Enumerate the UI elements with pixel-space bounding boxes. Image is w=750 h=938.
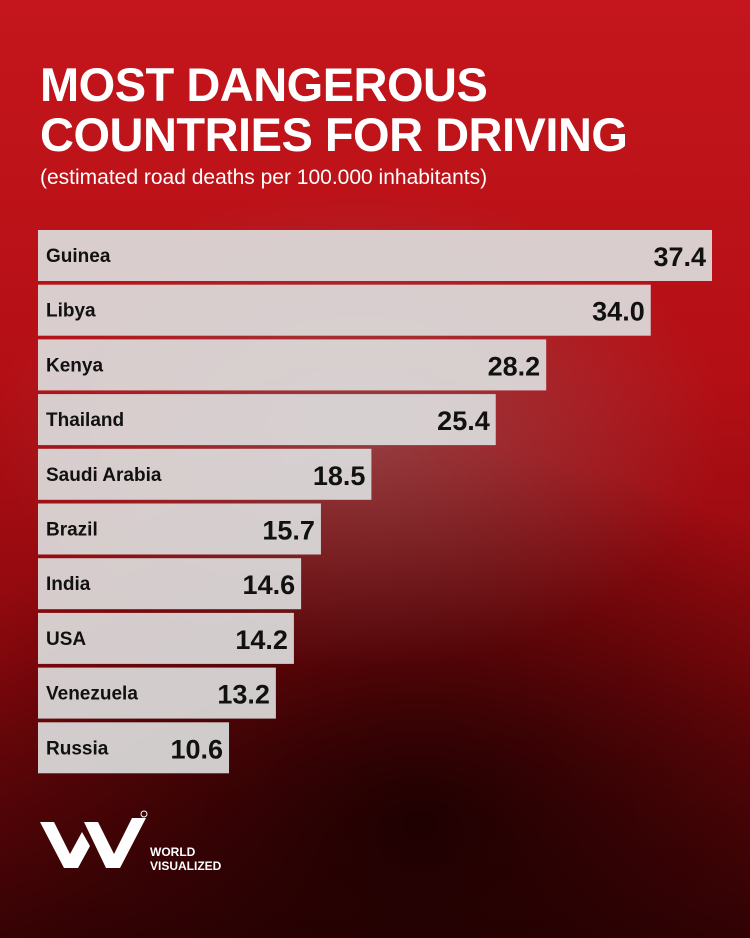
- category-label: Thailand: [46, 410, 124, 431]
- bar: [38, 558, 302, 610]
- category-label: India: [46, 574, 91, 595]
- brand-name: WORLD VISUALIZED: [150, 845, 221, 873]
- category-label: Venezuela: [46, 684, 138, 705]
- value-label: 34.0: [592, 297, 645, 327]
- world-visualized-logo-icon: [40, 810, 148, 868]
- category-label: Russia: [46, 738, 109, 759]
- bar: [38, 667, 276, 719]
- category-label: Brazil: [46, 520, 98, 541]
- value-label: 37.4: [653, 242, 706, 272]
- bar: [38, 284, 651, 336]
- category-label: Libya: [46, 301, 96, 322]
- value-label: 15.7: [262, 516, 315, 546]
- brand-line-1: WORLD: [150, 845, 196, 859]
- value-label: 10.6: [170, 734, 223, 764]
- bar: [38, 230, 712, 281]
- chart-title: MOST DANGEROUS COUNTRIES FOR DRIVING: [40, 58, 628, 161]
- value-label: 14.2: [235, 625, 288, 655]
- category-label: USA: [46, 629, 86, 650]
- bar: [38, 722, 230, 774]
- value-label: 18.5: [313, 461, 366, 491]
- bar: [38, 339, 547, 391]
- bar: [38, 394, 496, 446]
- category-label: Saudi Arabia: [46, 465, 162, 486]
- category-label: Guinea: [46, 246, 111, 267]
- value-label: 28.2: [488, 351, 541, 381]
- brand-line-2: VISUALIZED: [150, 859, 222, 873]
- category-label: Kenya: [46, 355, 103, 376]
- bar: [38, 448, 372, 500]
- bar: [38, 503, 321, 555]
- value-label: 25.4: [437, 406, 490, 436]
- bar: [38, 612, 294, 664]
- chart-subtitle: (estimated road deaths per 100.000 inhab…: [40, 166, 488, 189]
- value-label: 14.6: [243, 570, 296, 600]
- value-label: 13.2: [217, 680, 270, 710]
